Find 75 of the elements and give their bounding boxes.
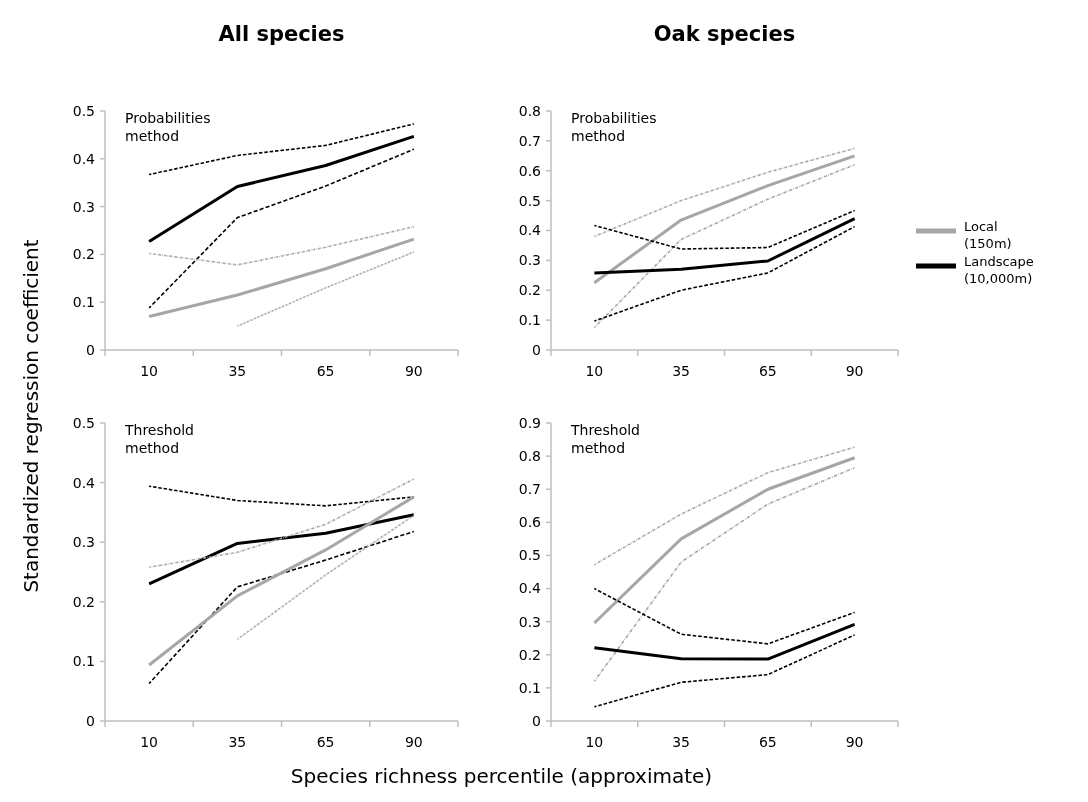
y-tick-label: 0.1	[518, 312, 541, 329]
y-tick-label: 0.7	[518, 132, 541, 149]
annotation: Threshold method	[124, 422, 194, 456]
x-tick-label: 10	[140, 363, 159, 379]
line-series	[148, 148, 415, 309]
y-tick-label: 0.1	[518, 679, 541, 696]
y-tick-label: 0.5	[72, 102, 95, 119]
line-series	[593, 634, 856, 708]
line-series	[593, 466, 856, 683]
y-tick-label: 0.4	[72, 150, 96, 167]
y-tick-label: 0.5	[518, 192, 541, 209]
line-series	[147, 513, 416, 586]
y-tick-label: 0.3	[518, 613, 541, 630]
line-series	[147, 237, 416, 319]
x-tick-label: 10	[140, 734, 159, 750]
y-tick-label: 0.5	[72, 414, 95, 431]
line-series	[593, 209, 856, 250]
x-tick-label: 90	[845, 363, 864, 379]
x-tick-label: 35	[672, 734, 691, 750]
y-tick-label: 0.7	[518, 481, 541, 498]
x-tick-label: 10	[585, 363, 604, 379]
y-tick-label: 0.2	[518, 646, 541, 663]
y-tick-label: 0.3	[72, 534, 95, 551]
y-tick-label: 0.8	[518, 448, 541, 465]
y-tick-label: 0	[532, 712, 541, 729]
y-tick-label: 0.4	[518, 580, 542, 597]
line-series	[593, 163, 856, 329]
x-tick-label: 90	[404, 734, 423, 750]
y-tick-label: 0.2	[518, 282, 541, 299]
y-tick-label: 0.4	[72, 474, 96, 491]
line-series	[592, 456, 857, 625]
x-axis-title: Species richness percentile (approximate)	[290, 764, 713, 788]
y-axis-title: Standardized regression coefficient	[19, 239, 43, 593]
line-series	[592, 154, 857, 285]
annotation: Probabilities method	[125, 110, 211, 144]
y-tick-label: 0.9	[518, 414, 541, 431]
x-tick-label: 10	[585, 734, 604, 750]
y-tick-label: 0.3	[72, 198, 95, 215]
line-series	[148, 478, 415, 569]
x-tick-label: 90	[404, 363, 423, 379]
y-tick-label: 0.3	[518, 252, 541, 269]
chart-title: Oak species	[653, 22, 796, 46]
annotation: Threshold method	[570, 422, 640, 456]
x-tick-label: 65	[316, 363, 335, 379]
line-series	[147, 495, 416, 667]
x-tick-label: 35	[228, 734, 247, 750]
y-tick-label: 0.2	[72, 593, 95, 610]
y-tick-label: 0	[86, 341, 95, 358]
x-tick-label: 65	[758, 734, 777, 750]
y-tick-label: 0.6	[518, 162, 542, 179]
chart-title: All species	[218, 22, 345, 46]
y-tick-label: 0.5	[518, 547, 541, 564]
legend-label: Local (150m)	[964, 219, 1012, 251]
line-series	[148, 530, 415, 685]
y-tick-label: 0.4	[518, 222, 542, 239]
line-series	[593, 147, 856, 238]
y-tick-label: 0.8	[518, 102, 541, 119]
annotation: Probabilities method	[571, 110, 657, 144]
x-tick-label: 90	[845, 734, 864, 750]
line-series	[593, 225, 856, 322]
y-tick-label: 0.1	[72, 294, 95, 311]
x-tick-label: 35	[228, 363, 247, 379]
x-tick-label: 35	[672, 363, 691, 379]
line-series	[592, 622, 857, 661]
y-tick-label: 0.1	[72, 653, 95, 670]
y-tick-label: 0.6	[518, 514, 542, 531]
x-tick-label: 65	[316, 734, 335, 750]
y-tick-label: 0	[86, 712, 95, 729]
x-tick-label: 65	[758, 363, 777, 379]
line-series	[593, 587, 856, 645]
line-series	[148, 225, 415, 266]
legend-label: Landscape (10,000m)	[964, 254, 1034, 286]
y-tick-label: 0.2	[72, 246, 95, 263]
line-series	[592, 217, 857, 275]
y-tick-label: 0	[532, 341, 541, 358]
